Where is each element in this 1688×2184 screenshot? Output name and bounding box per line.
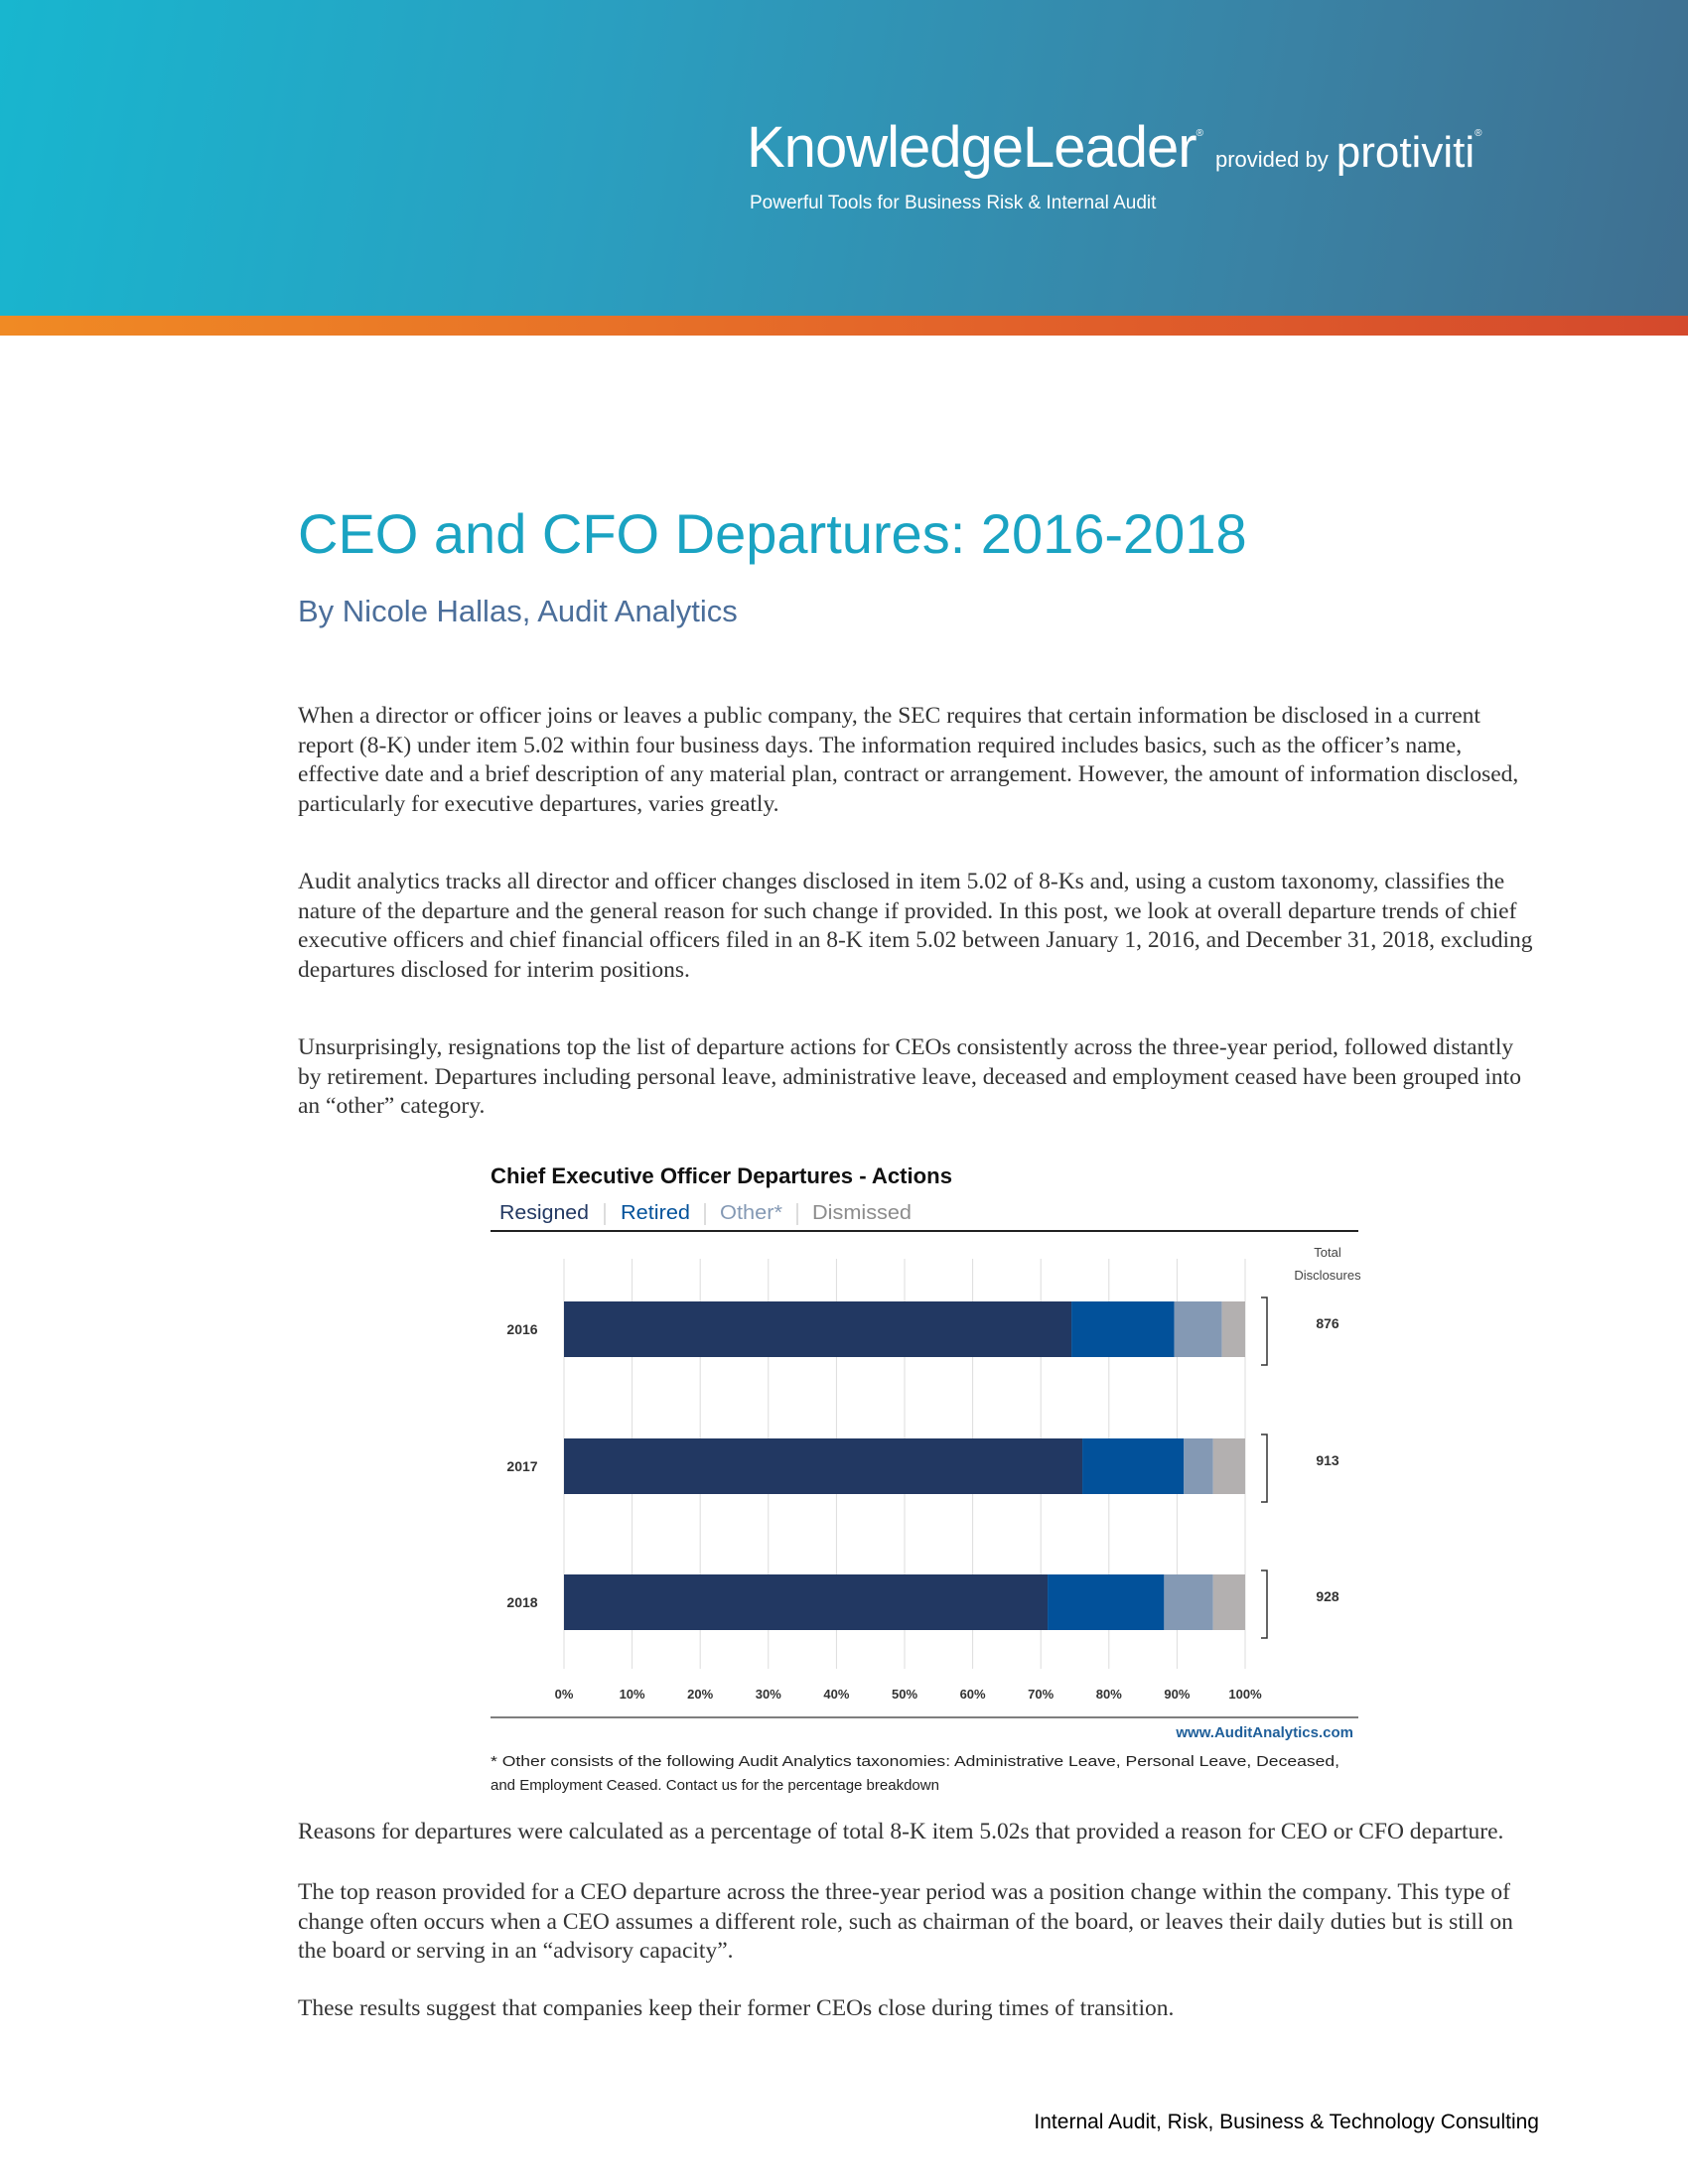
byline: By Nicole Hallas, Audit Analytics [298,594,738,628]
bar-segment-other-2018 [1164,1574,1213,1630]
y-tick-label: 2016 [506,1321,537,1337]
x-tick-label: 10% [620,1687,645,1702]
x-tick-label: 0% [555,1687,574,1702]
bar-segment-resigned-2018 [564,1574,1049,1630]
registered-mark: ® [1196,128,1203,139]
legend-item-dismissed: Dismissed [812,1202,912,1224]
chart-title: Chief Executive Officer Departures - Act… [491,1163,952,1188]
x-tick-label: 20% [687,1687,713,1702]
legend-item-other: Other* [720,1202,782,1224]
footnote: and Employment Ceased. Contact us for th… [491,1777,939,1794]
x-tick-label: 80% [1096,1687,1122,1702]
legend-item-retired: Retired [621,1202,690,1224]
paragraph: Reasons for departures were calculated a… [298,1819,1504,1844]
total-disclosures-value: 913 [1316,1452,1339,1468]
partner-name: protiviti [1336,128,1476,177]
chart-legend: Resigned Retired Other* Dismissed [499,1202,912,1225]
bar-segment-retired-2017 [1082,1438,1185,1494]
totals-header: Total [1314,1245,1341,1260]
x-tick-label: 50% [892,1687,917,1702]
paragraph: When a director or officer joins or leav… [298,703,1519,817]
y-tick-label: 2018 [506,1594,537,1610]
totals-header: Disclosures [1294,1268,1361,1283]
bar-segment-resigned-2016 [564,1301,1072,1357]
x-tick-label: 60% [960,1687,986,1702]
bar-segment-retired-2018 [1048,1574,1165,1630]
legend-item-resigned: Resigned [499,1202,589,1224]
page-title: CEO and CFO Departures: 2016-2018 [298,502,1247,565]
paragraph: Unsurprisingly, resignations top the lis… [298,1034,1521,1119]
paragraph: The top reason provided for a CEO depart… [298,1879,1513,1964]
total-disclosures-value: 876 [1316,1315,1339,1331]
registered-mark: ® [1475,128,1482,139]
header-accent-stripe [0,316,1688,336]
bar-segment-dismissed-2017 [1212,1438,1245,1494]
brand-name: KnowledgeLeader [747,115,1197,180]
bar-segment-dismissed-2016 [1221,1301,1245,1357]
footnote: * Other consists of the following Audit … [491,1753,1339,1770]
y-tick-label: 2017 [506,1458,537,1474]
total-disclosures-value: 928 [1316,1588,1339,1604]
x-tick-label: 30% [756,1687,781,1702]
bar-segment-resigned-2017 [564,1438,1083,1494]
x-tick-label: 100% [1228,1687,1262,1702]
bar-segment-other-2017 [1184,1438,1213,1494]
total-bracket [1261,1570,1268,1639]
header-banner [0,0,1688,316]
bar-segment-retired-2016 [1071,1301,1175,1357]
x-tick-label: 40% [823,1687,849,1702]
provided-by: provided by [1214,147,1329,172]
paragraph: These results suggest that companies kee… [298,1995,1175,2021]
x-tick-label: 70% [1028,1687,1054,1702]
bar-segment-dismissed-2018 [1212,1574,1245,1630]
brand-tagline: Powerful Tools for Business Risk & Inter… [750,193,1157,213]
x-tick-label: 90% [1164,1687,1190,1702]
paragraph: Audit analytics tracks all director and … [298,869,1533,983]
source-link[interactable]: www.AuditAnalytics.com [1175,1724,1353,1741]
total-bracket [1261,1433,1268,1503]
total-bracket [1261,1297,1268,1366]
ceo-departures-chart: Chief Executive Officer Departures - Act… [491,1163,1361,1794]
page-footer: Internal Audit, Risk, Business & Technol… [1034,2111,1539,2133]
brand-logo: KnowledgeLeader®provided by protiviti® [747,114,1481,181]
bar-segment-other-2016 [1174,1301,1222,1357]
